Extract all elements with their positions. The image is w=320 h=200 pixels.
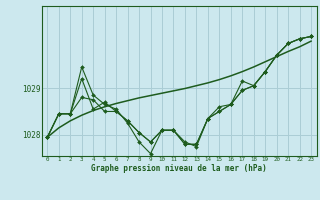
X-axis label: Graphe pression niveau de la mer (hPa): Graphe pression niveau de la mer (hPa) — [91, 164, 267, 173]
